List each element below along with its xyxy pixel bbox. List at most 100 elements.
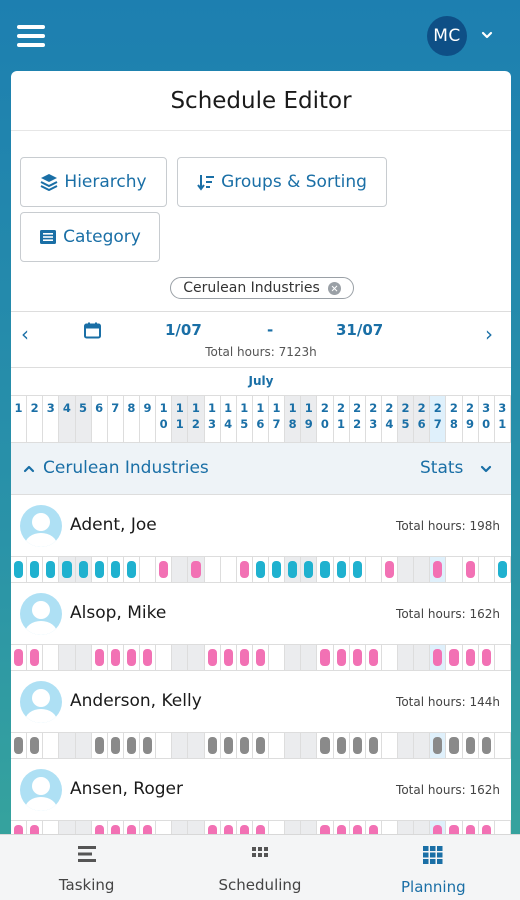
shift-cell[interactable] bbox=[414, 733, 431, 758]
day-header-cell[interactable]: 8 bbox=[124, 396, 140, 442]
shift-pill[interactable] bbox=[239, 825, 249, 842]
shift-cell[interactable] bbox=[172, 557, 189, 582]
shift-pill[interactable] bbox=[239, 561, 249, 578]
day-header-cell[interactable]: 12 bbox=[188, 396, 205, 442]
shift-cell[interactable] bbox=[156, 557, 173, 582]
day-header-cell[interactable]: 18 bbox=[285, 396, 302, 442]
shift-cell[interactable] bbox=[317, 645, 334, 670]
chevron-up-icon[interactable] bbox=[23, 464, 35, 474]
shift-pill[interactable] bbox=[223, 737, 233, 754]
shift-cell[interactable] bbox=[237, 733, 253, 758]
day-header-cell[interactable]: 24 bbox=[382, 396, 398, 442]
shift-cell[interactable] bbox=[188, 557, 205, 582]
shift-cell[interactable] bbox=[334, 821, 350, 846]
shift-pill[interactable] bbox=[336, 737, 346, 754]
shift-pill[interactable] bbox=[465, 737, 475, 754]
shift-pill[interactable] bbox=[223, 649, 233, 666]
day-header-cell[interactable]: 26 bbox=[414, 396, 431, 442]
day-header-cell[interactable]: 2 bbox=[27, 396, 44, 442]
shift-cell[interactable] bbox=[140, 821, 157, 846]
shift-pill[interactable] bbox=[255, 825, 265, 842]
shift-pill[interactable] bbox=[255, 649, 265, 666]
shift-pill[interactable] bbox=[449, 825, 459, 842]
shift-cell[interactable] bbox=[140, 733, 157, 758]
shift-cell[interactable] bbox=[334, 645, 350, 670]
shift-pill[interactable] bbox=[30, 649, 40, 666]
day-header-cell[interactable]: 19 bbox=[301, 396, 318, 442]
shift-cell[interactable] bbox=[414, 557, 431, 582]
shift-pill[interactable] bbox=[352, 737, 362, 754]
shift-pill[interactable] bbox=[433, 649, 443, 666]
shift-cell[interactable] bbox=[479, 557, 495, 582]
shift-pill[interactable] bbox=[126, 825, 136, 842]
employee-header[interactable]: Ansen, Roger Total hours: 162h bbox=[11, 759, 511, 820]
shift-cell[interactable] bbox=[156, 821, 173, 846]
tab-tasking[interactable]: Tasking bbox=[0, 835, 173, 900]
shift-pill[interactable] bbox=[465, 561, 475, 578]
day-header-cell[interactable]: 1 bbox=[11, 396, 28, 442]
shift-cell[interactable] bbox=[366, 645, 382, 670]
shift-pill[interactable] bbox=[14, 561, 24, 578]
day-header-cell[interactable]: 4 bbox=[59, 396, 76, 442]
shift-pill[interactable] bbox=[368, 649, 378, 666]
day-header-cell[interactable]: 13 bbox=[205, 396, 221, 442]
shift-pill[interactable] bbox=[110, 649, 120, 666]
shift-cell[interactable] bbox=[463, 645, 479, 670]
shift-pill[interactable] bbox=[110, 825, 120, 842]
shift-cell[interactable] bbox=[366, 733, 382, 758]
shift-cell[interactable] bbox=[188, 733, 205, 758]
shift-cell[interactable] bbox=[27, 821, 44, 846]
shift-pill[interactable] bbox=[62, 561, 72, 578]
shift-cell[interactable] bbox=[301, 557, 318, 582]
shift-pill[interactable] bbox=[288, 561, 298, 578]
shift-cell[interactable] bbox=[124, 821, 140, 846]
start-date[interactable]: 1/07 bbox=[165, 321, 202, 339]
shift-cell[interactable] bbox=[446, 821, 463, 846]
shift-cell[interactable] bbox=[269, 821, 286, 846]
day-header-cell[interactable]: 16 bbox=[253, 396, 269, 442]
day-header-cell[interactable]: 29 bbox=[463, 396, 479, 442]
shift-cell[interactable] bbox=[350, 645, 366, 670]
shift-pill[interactable] bbox=[110, 737, 120, 754]
day-header-cell[interactable]: 25 bbox=[398, 396, 415, 442]
shift-pill[interactable] bbox=[255, 737, 265, 754]
shift-cell[interactable] bbox=[59, 733, 76, 758]
shift-pill[interactable] bbox=[78, 561, 88, 578]
day-header-cell[interactable]: 14 bbox=[221, 396, 237, 442]
shift-pill[interactable] bbox=[207, 825, 217, 842]
shift-pill[interactable] bbox=[126, 649, 136, 666]
shift-cell[interactable] bbox=[398, 733, 415, 758]
shift-cell[interactable] bbox=[205, 733, 221, 758]
shift-cell[interactable] bbox=[253, 557, 269, 582]
shift-pill[interactable] bbox=[159, 561, 169, 578]
shift-pill[interactable] bbox=[368, 737, 378, 754]
groups-sorting-button[interactable]: Groups & Sorting bbox=[177, 157, 387, 207]
menu-icon[interactable] bbox=[17, 25, 45, 47]
shift-cell[interactable] bbox=[382, 557, 398, 582]
shift-cell[interactable] bbox=[205, 645, 221, 670]
shift-pill[interactable] bbox=[304, 561, 314, 578]
day-header-cell[interactable]: 3 bbox=[43, 396, 60, 442]
shift-cell[interactable] bbox=[334, 557, 350, 582]
shift-cell[interactable] bbox=[334, 733, 350, 758]
shift-cell[interactable] bbox=[446, 557, 463, 582]
shift-pill[interactable] bbox=[126, 737, 136, 754]
shift-cell[interactable] bbox=[269, 557, 286, 582]
shift-cell[interactable] bbox=[124, 645, 140, 670]
shift-pill[interactable] bbox=[368, 825, 378, 842]
shift-cell[interactable] bbox=[11, 733, 28, 758]
shift-cell[interactable] bbox=[253, 821, 269, 846]
shift-pill[interactable] bbox=[110, 561, 120, 578]
shift-pill[interactable] bbox=[481, 737, 491, 754]
shift-cell[interactable] bbox=[43, 645, 60, 670]
shift-cell[interactable] bbox=[75, 733, 92, 758]
day-header-cell[interactable]: 27 bbox=[430, 396, 447, 442]
day-header-cell[interactable]: 28 bbox=[446, 396, 463, 442]
day-header-cell[interactable]: 31 bbox=[495, 396, 511, 442]
day-header-cell[interactable]: 9 bbox=[140, 396, 157, 442]
shift-cell[interactable] bbox=[495, 557, 511, 582]
shift-cell[interactable] bbox=[43, 733, 60, 758]
employee-header[interactable]: Alsop, Mike Total hours: 162h bbox=[11, 583, 511, 644]
shift-cell[interactable] bbox=[317, 821, 334, 846]
shift-cell[interactable] bbox=[221, 557, 237, 582]
